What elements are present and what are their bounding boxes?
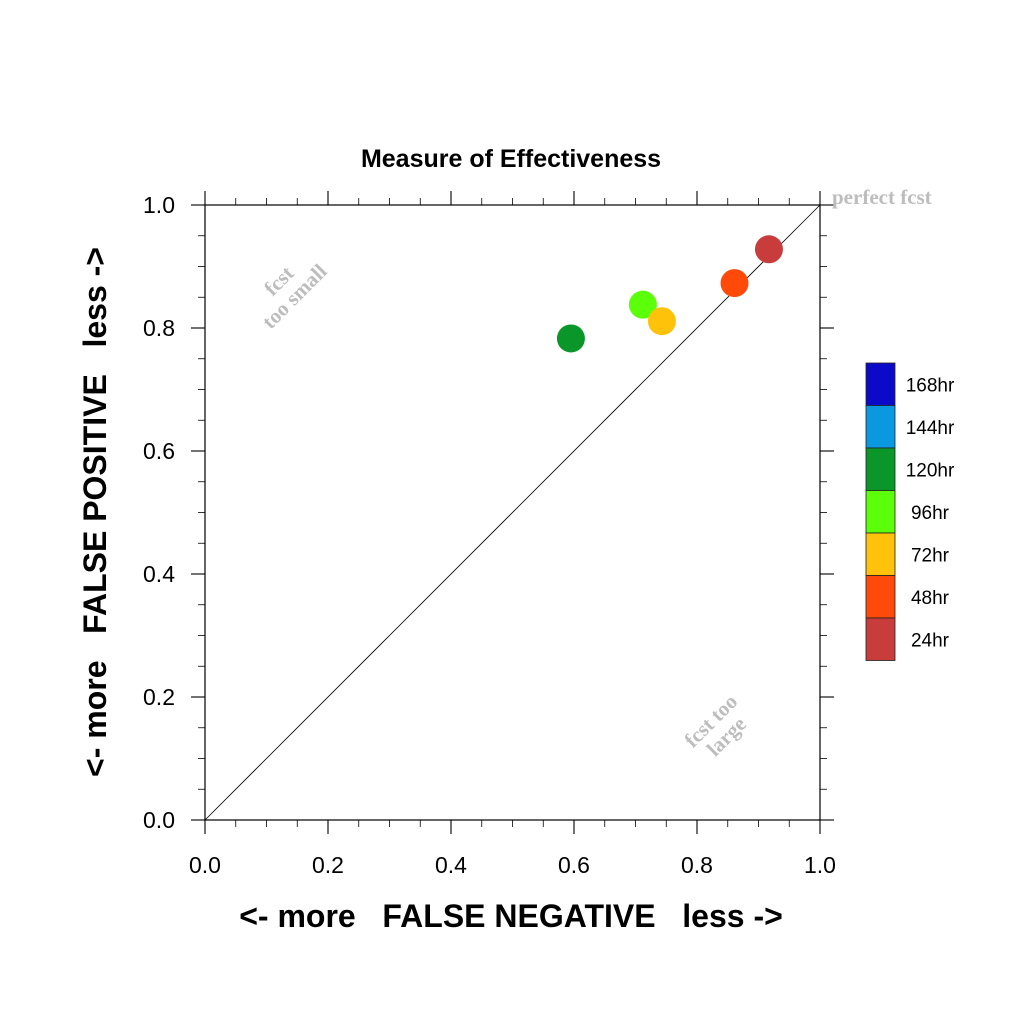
legend-swatch-120hr bbox=[865, 447, 896, 491]
y-tick-label: 0.6 bbox=[143, 438, 175, 464]
x-tick-label: 0.4 bbox=[435, 852, 467, 878]
legend-swatch-144hr bbox=[865, 405, 896, 449]
legend: 168hr 144hr 120hr 96hr 72hr 48hr 24hr bbox=[865, 362, 955, 661]
axis-tick-labels: 0.0 0.2 0.4 0.6 0.8 1.0 0.0 0.2 0.4 0.6 0.8 1.0 bbox=[143, 192, 836, 878]
legend-label-48hr: 48hr bbox=[911, 588, 950, 609]
too-large-annotation: fcst too large bbox=[679, 689, 750, 760]
y-tick-label: 1.0 bbox=[143, 192, 175, 218]
x-tick-label: 0.8 bbox=[681, 852, 713, 878]
perfect-diagonal-line bbox=[204, 204, 821, 821]
x-tick-label: 0.6 bbox=[558, 852, 590, 878]
x-tick-label: 0.0 bbox=[189, 852, 221, 878]
legend-label-24hr: 24hr bbox=[911, 630, 950, 651]
data-point-120hr bbox=[556, 324, 585, 353]
data-point-96hr bbox=[628, 290, 657, 319]
legend-swatch-48hr bbox=[865, 575, 896, 619]
data-point-48hr bbox=[720, 269, 749, 298]
data-point-72hr bbox=[647, 307, 676, 336]
legend-label-72hr: 72hr bbox=[911, 545, 950, 566]
legend-swatch-96hr bbox=[865, 490, 896, 534]
legend-label-144hr: 144hr bbox=[906, 418, 955, 439]
data-points bbox=[556, 235, 783, 353]
too-small-line-2: too small bbox=[257, 259, 331, 333]
x-tick-label: 1.0 bbox=[804, 852, 836, 878]
y-tick-label: 0.4 bbox=[143, 561, 175, 587]
x-tick-label: 0.2 bbox=[312, 852, 344, 878]
legend-label-120hr: 120hr bbox=[906, 460, 955, 481]
chart-title: Measure of Effectiveness bbox=[361, 145, 661, 173]
y-tick-label: 0.2 bbox=[143, 684, 175, 710]
legend-swatch-72hr bbox=[865, 532, 896, 576]
y-tick-label: 0.0 bbox=[143, 807, 175, 833]
too-small-annotation: fcst too small bbox=[257, 259, 331, 333]
y-tick-label: 0.8 bbox=[143, 315, 175, 341]
axis-ticks bbox=[191, 191, 834, 834]
data-point-24hr bbox=[754, 235, 783, 264]
perfect-fcst-annotation: perfect fcst bbox=[832, 185, 932, 209]
legend-label-96hr: 96hr bbox=[911, 503, 950, 524]
legend-swatch-24hr bbox=[865, 617, 896, 661]
legend-swatch-168hr bbox=[865, 362, 896, 406]
y-axis-label: <- more FALSE POSITIVE less -> bbox=[77, 247, 113, 777]
x-axis-label: <- more FALSE NEGATIVE less -> bbox=[239, 898, 783, 934]
legend-label-168hr: 168hr bbox=[906, 375, 955, 396]
